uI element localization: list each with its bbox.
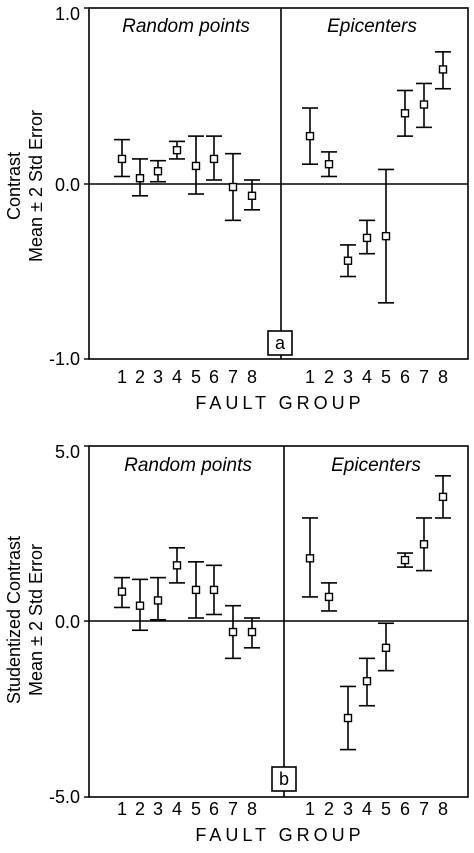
panel-a-xtick-random-2: 2 xyxy=(135,367,145,387)
panel-a-xtick-random-5: 5 xyxy=(191,367,201,387)
panel-b-epicenter-8-mean-marker xyxy=(438,492,448,502)
panel-a-random-4-mean-marker xyxy=(172,145,182,155)
panel-b-xtick-random-2: 2 xyxy=(135,799,145,819)
panel-a-marks xyxy=(114,51,451,304)
panel-b-random-1-mean-marker xyxy=(117,587,127,596)
panel-a-epicenter-8-mean-marker xyxy=(438,65,448,74)
panel-a-xtick-random-3: 3 xyxy=(153,367,163,387)
panel-b-xtick-epicenter-3: 3 xyxy=(343,799,353,819)
panel-b-xtick-random-6: 6 xyxy=(209,799,219,819)
panel-b-random-title: Random points xyxy=(124,455,252,476)
panel-a-xtick-random-4: 4 xyxy=(172,367,182,387)
panel-a-random-5-mean-marker xyxy=(191,161,201,171)
panel-a-ylabel-line-1: Contrast xyxy=(4,152,24,220)
panel-b-ylabel-line-2: Mean ± 2 Std Error xyxy=(26,544,46,696)
panel-a-epicenter-2-mean-marker xyxy=(324,159,334,169)
panel-a-ylabel-line-2: Mean ± 2 Std Error xyxy=(26,110,46,262)
panel-b-xtick-epicenter-5: 5 xyxy=(381,799,391,819)
panel-a-epicenter-6-mean-marker xyxy=(400,109,410,118)
panel-a-ytick-label-1: 0.0 xyxy=(55,175,80,195)
panel-a-xtick-epicenter-8: 8 xyxy=(438,367,448,387)
panel-a-xtick-random-8: 8 xyxy=(247,367,257,387)
panel-a-epicenter-5-mean-marker xyxy=(381,231,391,241)
panel-a-epicenter-7-mean-marker xyxy=(419,100,429,109)
panel-b-xtick-epicenter-8: 8 xyxy=(438,799,448,819)
panel-b-ytick-label-2: -5.0 xyxy=(49,787,80,807)
panel-b-random-2-mean-marker xyxy=(135,601,145,610)
panel-b-xtick-random-8: 8 xyxy=(247,799,257,819)
panel-a-xtick-epicenter-5: 5 xyxy=(381,367,391,387)
panel-a-random-8-mean-marker xyxy=(247,191,257,200)
panel-b-letter: b xyxy=(279,769,289,789)
panel-a-xtick-epicenter-1: 1 xyxy=(305,367,315,387)
panel-b: Random points Epicenters 5.0 0.0 -5.0 St… xyxy=(4,442,469,845)
panel-b-xtick-random-5: 5 xyxy=(191,799,201,819)
panel-b-random-3-mean-marker xyxy=(153,596,163,605)
panel-a-random-3-mean-marker xyxy=(153,167,163,176)
panel-b-letter-box xyxy=(271,766,297,792)
panel-a-random-7-mean-marker xyxy=(228,182,238,192)
panel-a-epicenter-title: Epicenters xyxy=(327,16,417,37)
panel-b-epicenter-5-mean-marker xyxy=(381,643,391,653)
panel-a-epicenter-4-mean-marker xyxy=(362,233,372,243)
panel-a-xtick-epicenter-4: 4 xyxy=(362,367,372,387)
panel-b-epicenter-6-mean-marker xyxy=(400,555,410,565)
panel-b-epicenter-7-mean-marker xyxy=(419,540,429,549)
panel-b-xtick-random-3: 3 xyxy=(153,799,163,819)
panel-a-xtick-epicenter-3: 3 xyxy=(343,367,353,387)
panel-a-ytick-label-0: 1.0 xyxy=(55,4,80,24)
panel-a-xtick-random-1: 1 xyxy=(117,367,127,387)
panel-b-ytick-label-1: 0.0 xyxy=(55,612,80,632)
panel-b-epicenter-3-mean-marker xyxy=(343,713,353,723)
panel-b-marks xyxy=(114,475,451,751)
panel-a-xtick-epicenter-7: 7 xyxy=(419,367,429,387)
panel-a-random-6-mean-marker xyxy=(209,154,219,164)
panel-b-random-7-mean-marker xyxy=(228,627,238,637)
panel-a-random-1-mean-marker xyxy=(117,154,127,164)
panel-b-epicenter-1-mean-marker xyxy=(305,554,315,563)
panel-b-xlabel: FAULT GROUP xyxy=(195,825,364,845)
panel-b-epicenter-4-mean-marker xyxy=(362,676,372,686)
panel-b-xtick-epicenter-7: 7 xyxy=(419,799,429,819)
panel-b-ytick-label-0: 5.0 xyxy=(55,442,80,462)
panel-a-xtick-epicenter-6: 6 xyxy=(400,367,410,387)
panel-b-xtick-random-1: 1 xyxy=(117,799,127,819)
panel-a-epicenter-1-mean-marker xyxy=(305,131,315,141)
panel-a-xlabel: FAULT GROUP xyxy=(195,393,364,413)
panel-b-random-4-mean-marker xyxy=(172,561,182,570)
panel-a-xtick-random-6: 6 xyxy=(209,367,219,387)
panel-b-xtick-epicenter-4: 4 xyxy=(362,799,372,819)
panel-b-epicenter-title: Epicenters xyxy=(331,455,421,476)
panel-b-xtick-random-7: 7 xyxy=(228,799,238,819)
panel-b-xtick-epicenter-1: 1 xyxy=(305,799,315,819)
panel-b-ylabel-line-1: Studentized Contrast xyxy=(4,536,24,704)
panel-a-xtick-random-7: 7 xyxy=(228,367,238,387)
panel-a: Random points Epicenters 1.0 0.0 -1.0 Co… xyxy=(4,4,469,413)
panel-a-letter: a xyxy=(275,333,286,353)
panel-a-letter-box xyxy=(267,330,293,356)
panel-a-random-title: Random points xyxy=(122,16,250,37)
panel-b-random-6-mean-marker xyxy=(209,585,219,595)
panel-b-random-5-mean-marker xyxy=(191,585,201,595)
panel-a-random-2-mean-marker xyxy=(135,174,145,183)
panel-b-random-8-mean-marker xyxy=(247,627,257,637)
panel-b-xtick-epicenter-6: 6 xyxy=(400,799,410,819)
panel-a-epicenter-3-mean-marker xyxy=(343,256,353,265)
panel-b-xtick-random-4: 4 xyxy=(172,799,182,819)
panel-a-ytick-label-2: -1.0 xyxy=(49,349,80,369)
panel-a-xtick-epicenter-2: 2 xyxy=(324,367,334,387)
panel-b-epicenter-2-mean-marker xyxy=(324,592,334,602)
panel-b-xtick-epicenter-2: 2 xyxy=(324,799,334,819)
